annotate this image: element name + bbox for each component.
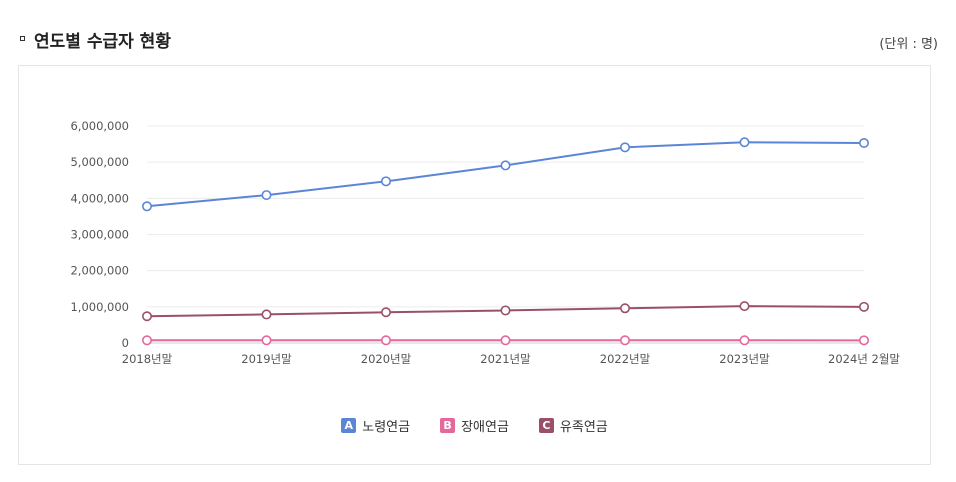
legend-badge-c: C: [538, 418, 554, 433]
y-tick-label: 2,000,000: [70, 264, 129, 278]
y-tick-label: 1,000,000: [70, 300, 129, 314]
x-tick-label: 2022년말: [600, 352, 651, 366]
unit-note: (단위 : 명): [879, 37, 938, 52]
x-tick-label: 2023년말: [719, 352, 770, 366]
legend-item-old-age[interactable]: A 노령연금: [341, 416, 410, 435]
data-point-a: [500, 160, 511, 171]
x-tick-label: 2020년말: [361, 352, 412, 366]
data-point-a: [858, 137, 869, 148]
legend-label: 유족연금: [559, 420, 608, 435]
data-point-a: [261, 190, 272, 201]
data-point-a: [142, 201, 153, 212]
data-point-c: [142, 311, 153, 322]
series-line-a: [146, 141, 865, 208]
legend-item-survivor[interactable]: C 유족연금: [538, 416, 608, 435]
x-tick-label: 2019년말: [241, 352, 292, 366]
x-tick-label: 2018년말: [122, 352, 173, 366]
legend-item-disability[interactable]: B 장애연금: [440, 416, 509, 435]
data-point-b: [380, 335, 391, 346]
x-tick-label: 2024년 2월말: [828, 352, 900, 366]
data-point-c: [261, 309, 272, 320]
data-point-c: [500, 305, 511, 316]
legend-label: 장애연금: [461, 420, 509, 435]
y-tick-label: 0: [122, 336, 129, 350]
data-point-b: [858, 335, 869, 346]
page-title: 연도별 수급자 현황: [34, 32, 171, 52]
line-chart: 0 1,000,000 2,000,000 3,000,000 4,000,000 5,0…: [70, 119, 900, 366]
data-point-b: [142, 335, 153, 346]
data-point-b: [619, 335, 630, 346]
data-point-b: [500, 335, 511, 346]
legend-badge-b: B: [440, 418, 456, 433]
data-point-c: [619, 303, 630, 314]
data-point-a: [619, 142, 630, 153]
data-point-c: [739, 301, 750, 312]
data-point-c: [858, 301, 869, 312]
chart-legend: A 노령연금 B 장애연금 C 유족연금: [19, 416, 930, 435]
data-point-a: [380, 176, 391, 187]
y-tick-label: 6,000,000: [70, 119, 129, 133]
title-row: 연도별 수급자 현황 (단위 : 명): [18, 24, 938, 54]
chart-container: 0 1,000,000 2,000,000 3,000,000 4,000,000 5,0…: [18, 65, 931, 465]
data-point-c: [380, 307, 391, 318]
y-tick-label: 3,000,000: [70, 228, 129, 242]
x-tick-label: 2021년말: [480, 352, 531, 366]
data-point-b: [739, 335, 750, 346]
y-tick-label: 5,000,000: [70, 155, 129, 169]
legend-label: 노령연금: [362, 420, 411, 435]
data-point-a: [739, 137, 750, 148]
data-point-b: [261, 335, 272, 346]
title-bullet-icon: [20, 36, 25, 41]
y-tick-label: 4,000,000: [70, 191, 129, 205]
legend-badge-a: A: [341, 418, 357, 433]
